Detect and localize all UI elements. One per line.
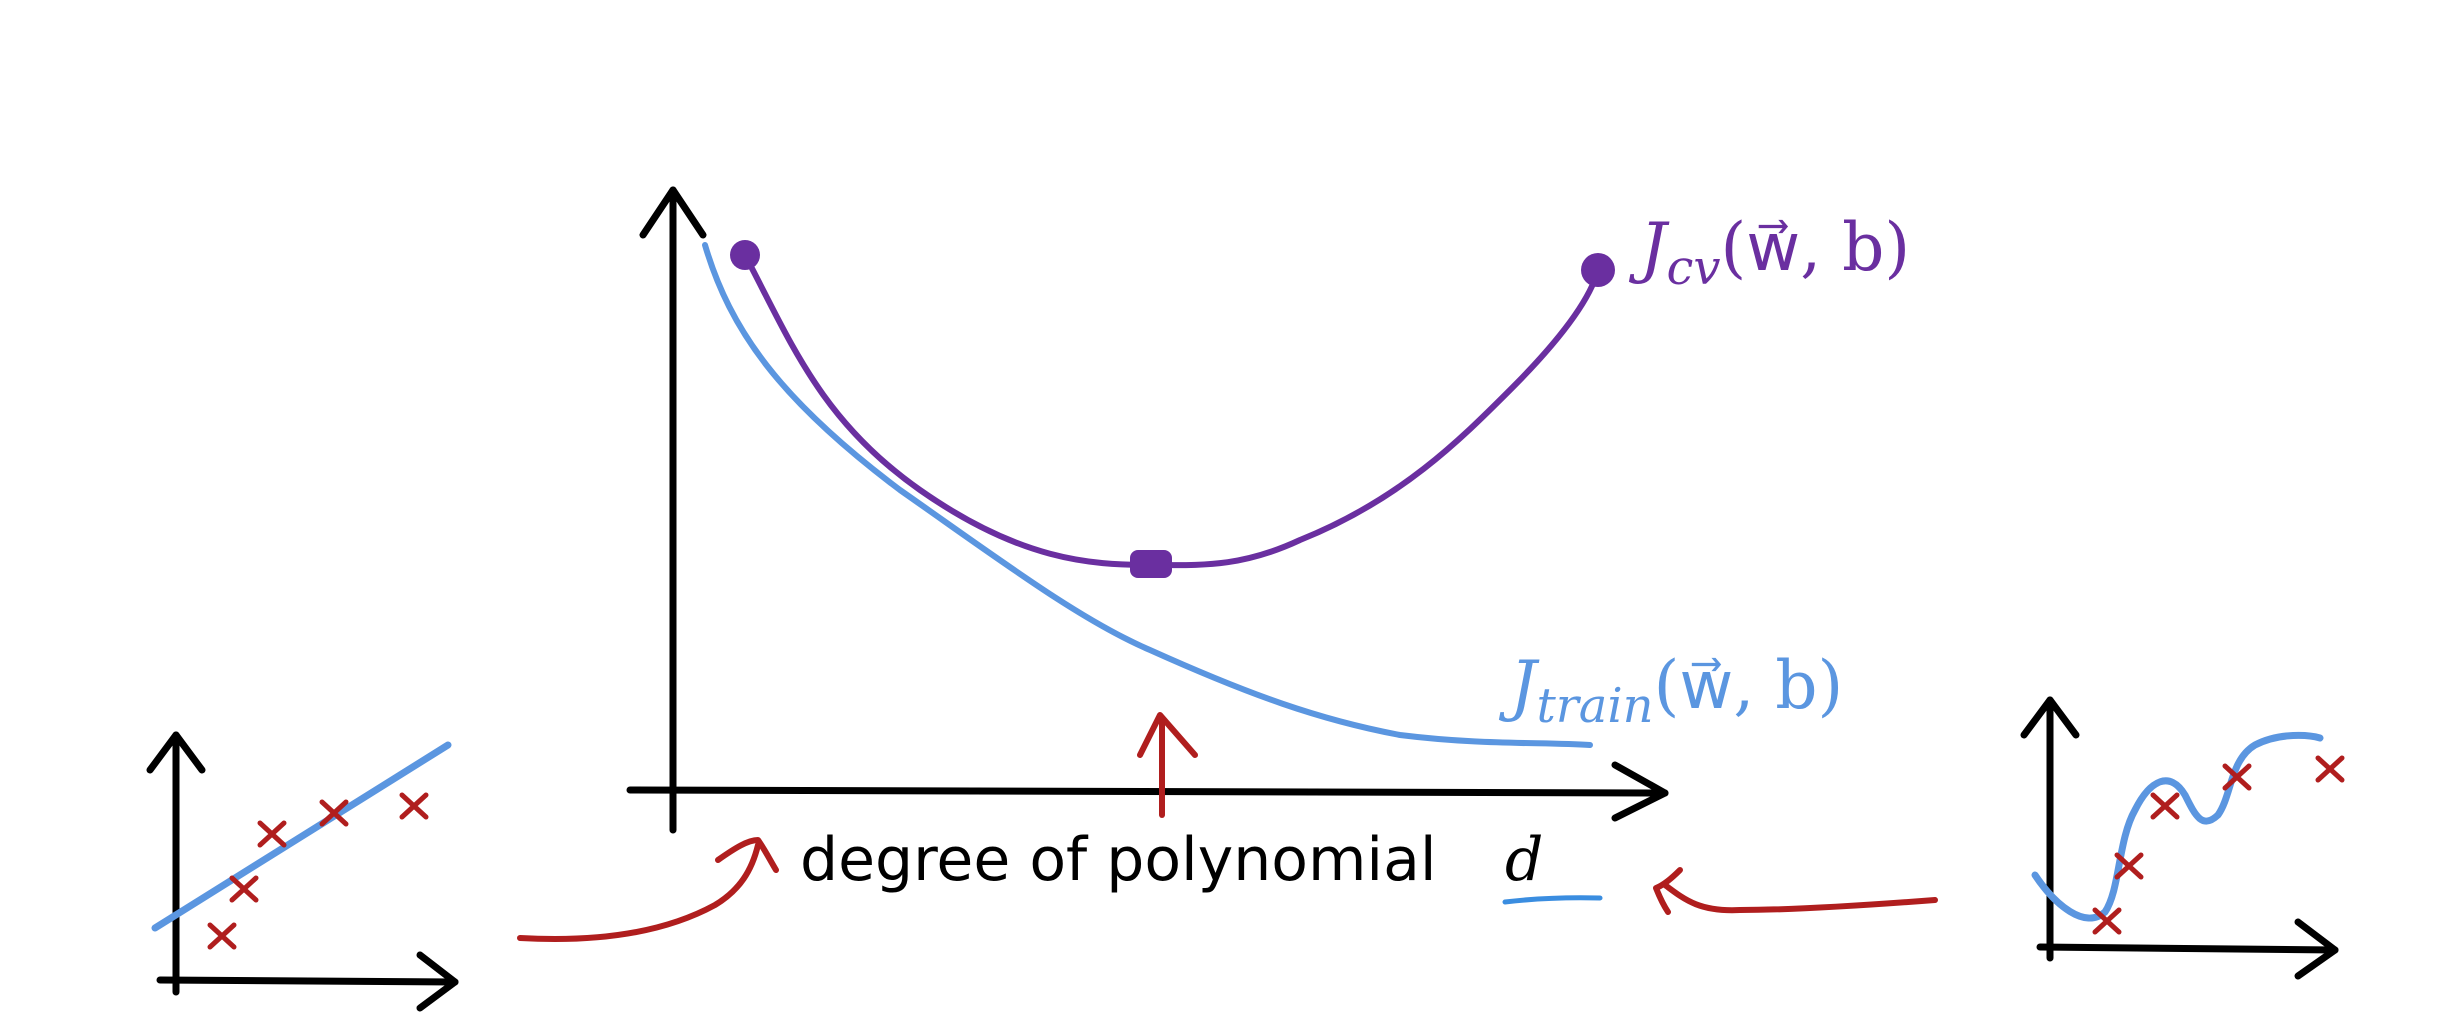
cv-point-low-degree <box>730 240 760 270</box>
optimum-arrow <box>1137 712 1198 818</box>
right-inset-x-axis <box>2036 943 2339 954</box>
left-inset-y-arrowhead <box>146 731 206 774</box>
left-inset-x-axis <box>156 976 459 986</box>
right-inset-fit-curve <box>2031 731 2324 922</box>
main-y-axis-arrowhead <box>639 186 707 239</box>
train-curve <box>702 242 1593 748</box>
data-point <box>207 922 237 950</box>
main-x-axis-arrowhead <box>1611 761 1669 822</box>
data-point <box>2150 792 2180 820</box>
cv-curve <box>742 252 1601 569</box>
right-inset-x-arrowhead <box>2294 918 2339 980</box>
cv-args: (w⃗, b) <box>1720 209 1910 286</box>
cv-curve-label: Jcv(w⃗, b) <box>1628 209 1910 296</box>
data-point <box>399 792 429 820</box>
data-point <box>2222 763 2252 791</box>
train-subscript: train <box>1536 678 1653 734</box>
main-plot: Jcv(w⃗, b) Jtrain(w⃗, b) degree of polyn… <box>626 186 1910 905</box>
main-x-axis <box>626 786 1669 797</box>
left-inset-points <box>207 792 429 950</box>
cv-symbol: J <box>1628 209 1670 286</box>
left-inset-x-arrowhead <box>416 951 459 1012</box>
right-inset-points <box>2092 755 2345 935</box>
train-curve-label: Jtrain(w⃗, b) <box>1498 647 1843 734</box>
cv-subscript: cv <box>1666 240 1720 296</box>
variable-underline <box>1502 895 1603 905</box>
right-annotation-arrow <box>1653 867 1938 915</box>
right-inset-plot <box>2020 696 2345 980</box>
cv-point-high-degree <box>1581 253 1615 287</box>
right-inset-y-arrowhead <box>2020 696 2080 739</box>
data-point <box>319 799 349 827</box>
data-point <box>2092 907 2122 935</box>
data-point <box>2114 852 2144 880</box>
left-annotation-arrow <box>517 837 779 942</box>
data-point <box>2315 755 2345 783</box>
left-inset-plot <box>146 731 459 1012</box>
x-axis-label: degree of polynomial <box>800 825 1437 895</box>
x-axis-variable: d <box>1505 825 1543 895</box>
data-point <box>229 875 259 903</box>
train-symbol: J <box>1498 647 1540 724</box>
left-inset-fit-line <box>151 741 452 932</box>
data-point <box>257 820 287 848</box>
cv-point-min <box>1130 550 1172 578</box>
train-args: (w⃗, b) <box>1654 647 1844 724</box>
